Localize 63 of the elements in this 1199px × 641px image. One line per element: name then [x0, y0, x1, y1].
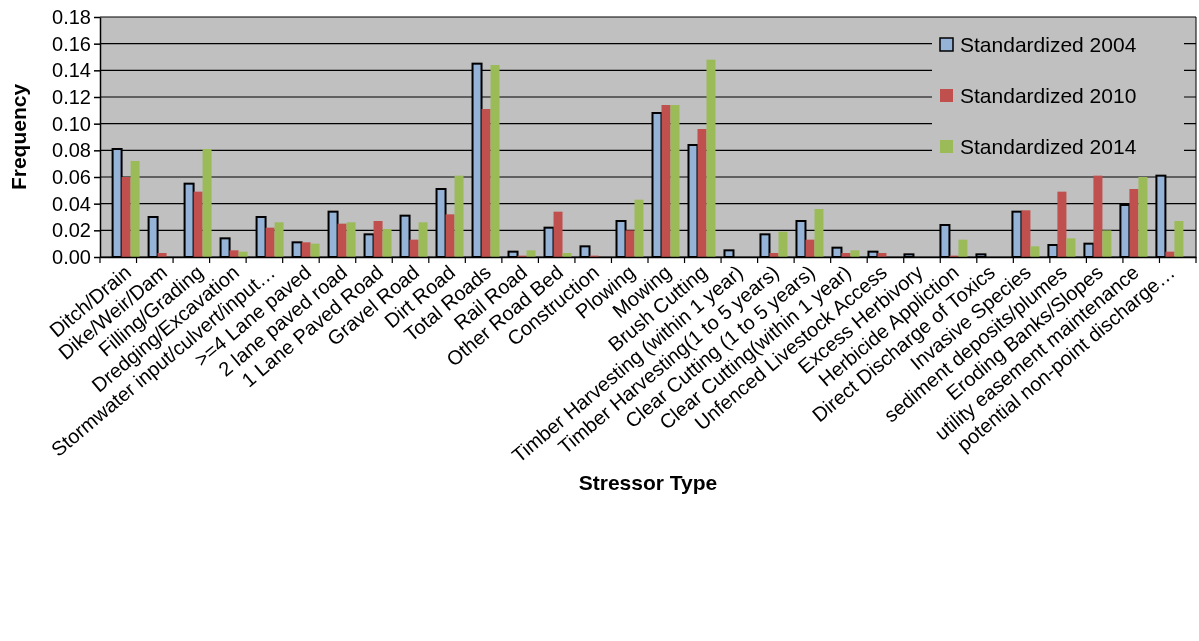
- bar: [265, 227, 275, 257]
- bar: [418, 222, 428, 257]
- bar: [625, 230, 635, 257]
- y-tick-label: 0.04: [52, 192, 91, 215]
- bar: [121, 177, 131, 257]
- y-tick-label: 0.16: [52, 32, 91, 55]
- bar: [1138, 177, 1148, 257]
- bar: [841, 253, 851, 257]
- bar: [1030, 246, 1040, 257]
- bar: [778, 231, 788, 257]
- legend-label: Standardized 2010: [960, 84, 1137, 108]
- y-tick-label: 0.06: [52, 165, 91, 188]
- bar: [1066, 238, 1076, 257]
- bar: [661, 105, 671, 257]
- bar: [553, 211, 563, 257]
- bar: [706, 59, 716, 257]
- y-tick-label: 0.14: [52, 59, 91, 82]
- bar: [850, 250, 860, 257]
- bar: [697, 129, 707, 257]
- bar: [526, 250, 536, 257]
- bar: [634, 199, 644, 257]
- bar: [202, 149, 212, 257]
- bar: [1174, 221, 1184, 257]
- bar: [562, 253, 572, 257]
- legend-label: Standardized 2014: [960, 135, 1137, 159]
- bar: [157, 253, 167, 257]
- bar: [310, 243, 320, 257]
- bar: [769, 253, 779, 257]
- bar: [958, 239, 968, 257]
- bar: [481, 109, 491, 257]
- bar: [346, 222, 356, 257]
- y-tick-label: 0.12: [52, 85, 91, 108]
- bar: [274, 222, 284, 257]
- bar: [301, 242, 311, 257]
- bar: [1129, 189, 1139, 257]
- bar: [238, 251, 248, 257]
- bar: [805, 239, 815, 257]
- bar: [382, 229, 392, 257]
- bar: [373, 221, 383, 257]
- y-tick-label: 0.18: [52, 5, 91, 28]
- bar: [229, 250, 239, 257]
- y-tick-label: 0.08: [52, 139, 91, 162]
- bar: [409, 239, 419, 257]
- bar: [1021, 210, 1031, 257]
- bar: [1165, 251, 1175, 257]
- legend-label: Standardized 2004: [960, 33, 1137, 57]
- x-axis-title: Stressor Type: [578, 471, 718, 494]
- bar: [337, 223, 347, 257]
- bar: [814, 209, 824, 257]
- bar: [1057, 191, 1067, 257]
- bar: [1093, 175, 1103, 257]
- bar: [670, 105, 680, 257]
- bar: [445, 214, 455, 257]
- y-tick-label: 0.10: [52, 112, 91, 135]
- bar: [130, 161, 140, 257]
- bar: [1102, 230, 1112, 257]
- y-tick-label: 0.02: [52, 219, 91, 242]
- bar: [877, 253, 887, 257]
- y-tick-label: 0.00: [52, 245, 91, 268]
- y-axis-title: Frequency: [7, 83, 30, 191]
- bar: [193, 191, 203, 257]
- bar: [490, 65, 500, 257]
- bar: [454, 175, 464, 257]
